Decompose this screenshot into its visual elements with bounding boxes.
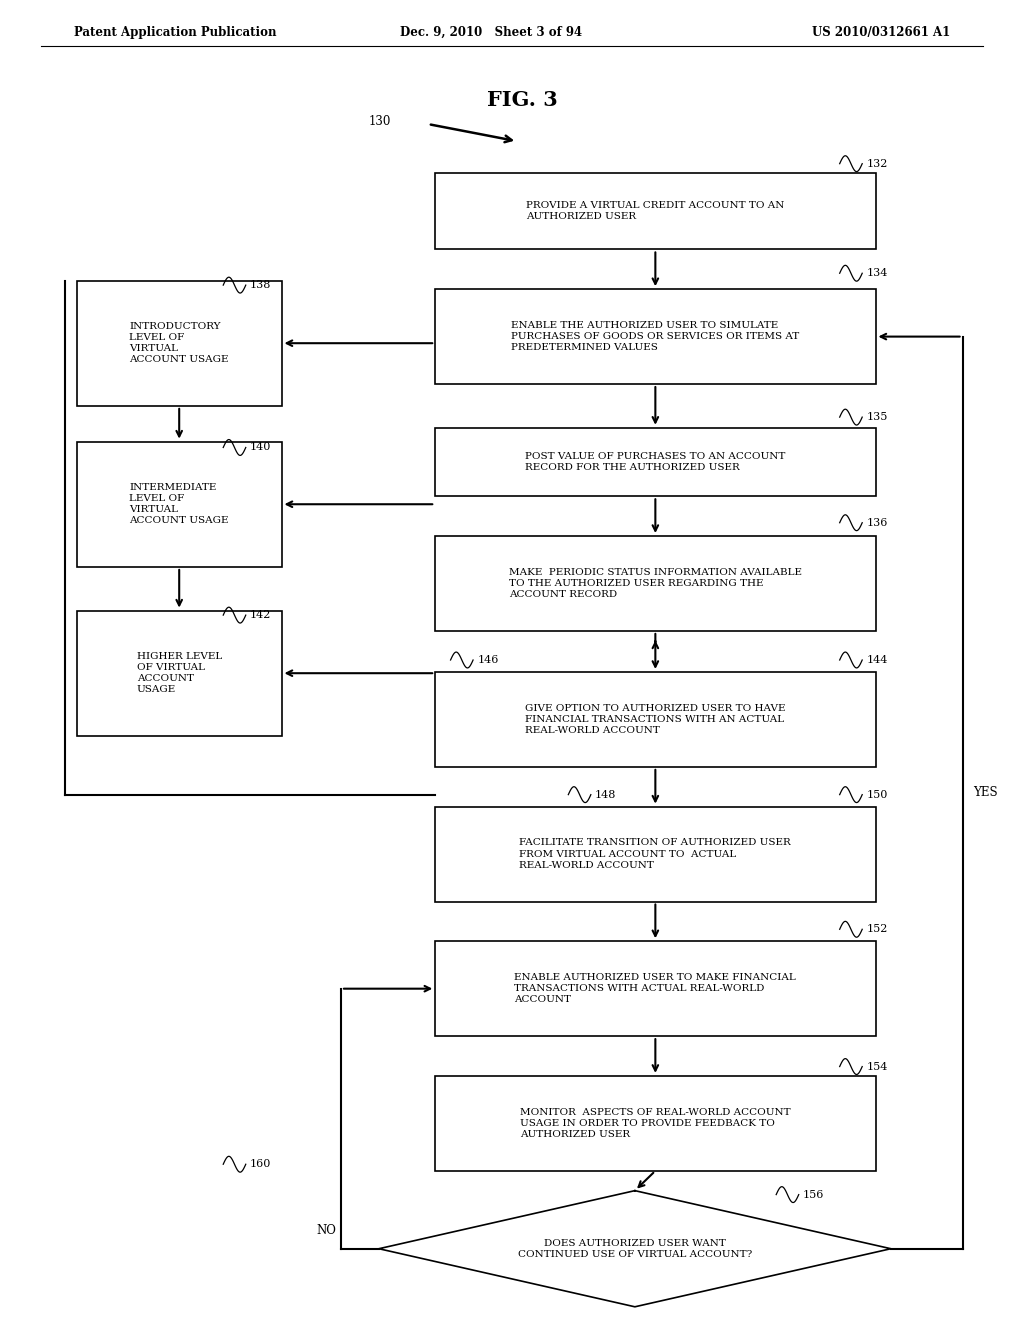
Text: 154: 154 [866,1061,888,1072]
Text: Patent Application Publication: Patent Application Publication [74,26,276,38]
Text: FIG. 3: FIG. 3 [486,90,558,111]
Text: NO: NO [316,1224,336,1237]
FancyBboxPatch shape [77,610,282,737]
Text: 136: 136 [866,517,888,528]
Text: 138: 138 [250,280,271,290]
Text: Dec. 9, 2010   Sheet 3 of 94: Dec. 9, 2010 Sheet 3 of 94 [400,26,583,38]
Text: INTRODUCTORY
LEVEL OF
VIRTUAL
ACCOUNT USAGE: INTRODUCTORY LEVEL OF VIRTUAL ACCOUNT US… [129,322,229,364]
Text: 156: 156 [803,1189,824,1200]
Text: 148: 148 [595,789,616,800]
Text: 160: 160 [250,1159,271,1170]
Text: 132: 132 [866,158,888,169]
Text: HIGHER LEVEL
OF VIRTUAL
ACCOUNT
USAGE: HIGHER LEVEL OF VIRTUAL ACCOUNT USAGE [136,652,222,694]
FancyBboxPatch shape [435,807,876,902]
FancyBboxPatch shape [435,289,876,384]
Text: YES: YES [973,787,997,799]
FancyBboxPatch shape [435,173,876,249]
Text: 144: 144 [866,655,888,665]
FancyBboxPatch shape [77,441,282,568]
Text: POST VALUE OF PURCHASES TO AN ACCOUNT
RECORD FOR THE AUTHORIZED USER: POST VALUE OF PURCHASES TO AN ACCOUNT RE… [525,451,785,473]
FancyBboxPatch shape [435,672,876,767]
Text: 134: 134 [866,268,888,279]
Text: FACILITATE TRANSITION OF AUTHORIZED USER
FROM VIRTUAL ACCOUNT TO  ACTUAL
REAL-WO: FACILITATE TRANSITION OF AUTHORIZED USER… [519,838,792,870]
Text: GIVE OPTION TO AUTHORIZED USER TO HAVE
FINANCIAL TRANSACTIONS WITH AN ACTUAL
REA: GIVE OPTION TO AUTHORIZED USER TO HAVE F… [525,704,785,735]
Text: 130: 130 [369,115,391,128]
Text: 152: 152 [866,924,888,935]
FancyBboxPatch shape [77,281,282,407]
Text: 140: 140 [250,442,271,453]
FancyBboxPatch shape [435,1076,876,1171]
Text: 135: 135 [866,412,888,422]
Text: INTERMEDIATE
LEVEL OF
VIRTUAL
ACCOUNT USAGE: INTERMEDIATE LEVEL OF VIRTUAL ACCOUNT US… [129,483,229,525]
Text: 150: 150 [866,789,888,800]
Text: ENABLE AUTHORIZED USER TO MAKE FINANCIAL
TRANSACTIONS WITH ACTUAL REAL-WORLD
ACC: ENABLE AUTHORIZED USER TO MAKE FINANCIAL… [514,973,797,1005]
FancyBboxPatch shape [435,941,876,1036]
Text: ENABLE THE AUTHORIZED USER TO SIMULATE
PURCHASES OF GOODS OR SERVICES OR ITEMS A: ENABLE THE AUTHORIZED USER TO SIMULATE P… [511,321,800,352]
Text: US 2010/0312661 A1: US 2010/0312661 A1 [812,26,950,38]
Text: MONITOR  ASPECTS OF REAL-WORLD ACCOUNT
USAGE IN ORDER TO PROVIDE FEEDBACK TO
AUT: MONITOR ASPECTS OF REAL-WORLD ACCOUNT US… [520,1107,791,1139]
Text: PROVIDE A VIRTUAL CREDIT ACCOUNT TO AN
AUTHORIZED USER: PROVIDE A VIRTUAL CREDIT ACCOUNT TO AN A… [526,201,784,222]
FancyBboxPatch shape [435,536,876,631]
FancyBboxPatch shape [435,428,876,496]
Text: 142: 142 [250,610,271,620]
Text: MAKE  PERIODIC STATUS INFORMATION AVAILABLE
TO THE AUTHORIZED USER REGARDING THE: MAKE PERIODIC STATUS INFORMATION AVAILAB… [509,568,802,599]
Text: 146: 146 [477,655,499,665]
Text: DOES AUTHORIZED USER WANT
CONTINUED USE OF VIRTUAL ACCOUNT?: DOES AUTHORIZED USER WANT CONTINUED USE … [518,1238,752,1259]
